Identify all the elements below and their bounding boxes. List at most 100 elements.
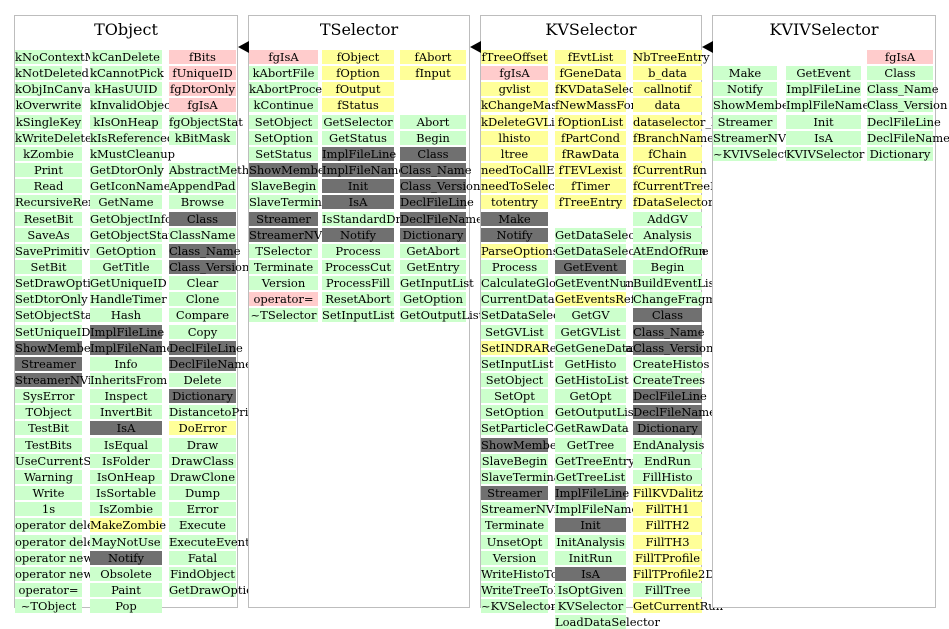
member-label: fgIsA: [268, 50, 299, 64]
member-drawclone: DrawClone: [169, 470, 236, 484]
member-writehistotofile: WriteHistoToFile: [481, 567, 580, 581]
member-streamernvirtual: StreamerNVirtual: [481, 502, 586, 516]
member-kvivselector: ~KVIVSelector: [713, 147, 801, 161]
member-label: InvertBit: [99, 405, 153, 419]
member-dataselector-lock: dataselector_lock: [633, 115, 735, 129]
member-label: fStatus: [337, 98, 379, 112]
member-kbitmask: kBitMask: [169, 131, 236, 145]
member-label: GetEventNumber: [555, 276, 658, 290]
member-handletimer: HandleTimer: [90, 292, 167, 306]
member-getentry: GetEntry: [400, 260, 466, 274]
member-label: kWriteDelete: [15, 131, 92, 145]
member-streamernvirtual: StreamerNVirtual: [15, 373, 120, 387]
member-setindrareconeventbranchname: SetINDRAReconEventBranchName: [481, 341, 688, 355]
member-recursiveremove: RecursiveRemove: [15, 195, 119, 209]
member-label: fAbort: [414, 50, 452, 64]
member-label: GetInputList: [400, 276, 474, 290]
member-finput: fInput: [400, 66, 466, 80]
member-getname: GetName: [90, 195, 162, 209]
member-kisonheap: kIsOnHeap: [90, 115, 162, 129]
member-label: Streamer: [256, 212, 311, 226]
member-label: ImplFileName: [322, 163, 406, 177]
member-label: Init: [347, 179, 369, 193]
member-streamer: Streamer: [249, 212, 318, 226]
member-getrawdata: GetRawData: [555, 421, 629, 435]
member-dictionary: Dictionary: [400, 228, 466, 242]
member-label: ParseOptions: [481, 244, 559, 258]
member-label: fgIsA: [187, 98, 218, 112]
member-label: Class_Name: [867, 82, 939, 96]
member-setobjectstat: SetObjectStat: [15, 308, 97, 322]
member-label: GetOutputList: [400, 308, 484, 322]
member-streamernvirtual: StreamerNVirtual: [249, 228, 354, 242]
member-fdataselector: fDataSelector: [633, 195, 713, 209]
member-label: SaveAs: [27, 228, 70, 242]
member-isa: IsA: [322, 195, 394, 209]
member-read: Read: [15, 179, 82, 193]
member-begin: Begin: [633, 260, 702, 274]
member-label: fTreeOffset: [481, 50, 548, 64]
member-data: data: [633, 98, 702, 112]
member-label: GetDrawOption: [169, 583, 261, 597]
member-label: Fatal: [187, 551, 218, 565]
member-getabort: GetAbort: [400, 244, 466, 258]
member-label: ResetAbort: [325, 292, 391, 306]
member-fillth2: FillTH2: [633, 518, 702, 532]
member-copy: Copy: [169, 325, 236, 339]
member-label: Terminate: [253, 260, 314, 274]
member-label: ImplFileLine: [555, 486, 630, 500]
member-foutput: fOutput: [322, 82, 394, 96]
member-notify: Notify: [481, 228, 548, 242]
member-label: Dictionary: [402, 228, 464, 242]
member-tselector: TSelector: [249, 244, 318, 258]
member-parseoptions: ParseOptions: [481, 244, 559, 258]
member-label: fOptionList: [557, 115, 624, 129]
member-label: SetOption: [254, 131, 313, 145]
member-label: GetGVList: [560, 325, 621, 339]
member-label: GetObjectStat: [90, 228, 173, 242]
member-label: ~KVSelector: [481, 599, 557, 613]
member-label: DrawClass: [171, 454, 234, 468]
member-label: SetDataSelector: [481, 308, 577, 322]
member-tobject: TObject: [15, 405, 82, 419]
member-label: fCurrentRun: [633, 163, 707, 177]
member-label: DeclFileName: [633, 405, 716, 419]
member-class: Class: [633, 308, 702, 322]
member-label: Version: [492, 551, 537, 565]
member-clear: Clear: [169, 276, 236, 290]
member-implfilename: ImplFileName: [90, 341, 173, 355]
member-label: GetDataSelector: [555, 228, 652, 242]
member-declfileline: DeclFileLine: [867, 115, 941, 129]
member-label: EndRun: [644, 454, 691, 468]
member-filltprofile: FillTProfile: [633, 551, 702, 565]
member-label: GetDtorOnly: [90, 163, 164, 177]
member-label: ProcessFill: [325, 276, 391, 290]
member-declfilename: DeclFileName: [400, 212, 483, 226]
member-label: Process: [491, 260, 538, 274]
member-init: Init: [786, 115, 861, 129]
member-dictionary: Dictionary: [867, 147, 933, 161]
member-label: FillHisto: [642, 470, 693, 484]
member-ftreeentry: fTreeEntry: [555, 195, 626, 209]
member-label: DoError: [178, 421, 227, 435]
member-setoption: SetOption: [481, 405, 548, 419]
member-analysis: Analysis: [633, 228, 702, 242]
member-currentdataselection: CurrentDataSelection: [481, 292, 609, 306]
member-isonheap: IsOnHeap: [90, 470, 162, 484]
member-label: GetHistoList: [555, 373, 629, 387]
member-isequal: IsEqual: [90, 438, 162, 452]
member-label: kContinue: [253, 98, 314, 112]
member-label: ~KVIVSelector: [713, 147, 802, 161]
member-label: AppendPad: [169, 179, 236, 193]
member-label: fTimer: [571, 179, 610, 193]
member-kvivselector: KVIVSelector: [786, 147, 864, 161]
empty-cell: [169, 147, 236, 161]
member-notify: Notify: [90, 551, 162, 565]
member-tobject: ~TObject: [15, 599, 82, 613]
member-class-version: Class_Version: [169, 260, 249, 274]
member-gvlist: gvlist: [481, 82, 548, 96]
member-label: ShowMembers: [15, 341, 103, 355]
member-executeevent: ExecuteEvent: [169, 535, 250, 549]
member-label: GetIconName: [90, 179, 171, 193]
